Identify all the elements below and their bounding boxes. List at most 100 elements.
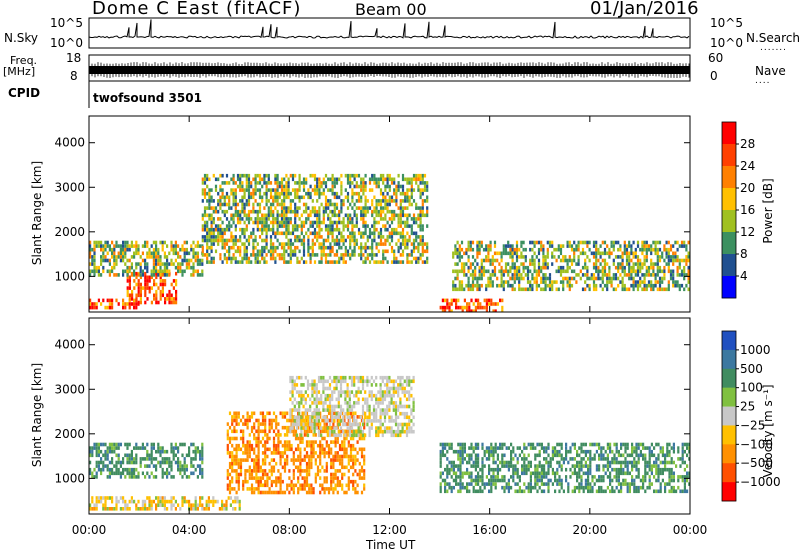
data-cell — [335, 484, 337, 488]
data-cell — [258, 430, 260, 434]
data-cell — [340, 426, 342, 430]
data-cell — [115, 259, 117, 263]
data-cell — [316, 401, 318, 405]
data-cell — [248, 214, 250, 218]
data-cell — [628, 262, 630, 266]
data-cell — [107, 270, 109, 274]
data-cell — [124, 244, 126, 248]
data-cell — [369, 232, 371, 236]
data-cell — [400, 246, 402, 250]
data-cell — [155, 457, 157, 461]
data-cell — [257, 210, 259, 214]
data-cell — [567, 244, 569, 248]
data-cell — [318, 434, 320, 438]
data-cell — [347, 178, 349, 182]
data-cell — [306, 491, 308, 495]
data-cell — [146, 283, 148, 287]
data-cell — [338, 232, 340, 236]
data-cell — [426, 250, 428, 254]
data-cell — [384, 239, 386, 243]
data-cell — [275, 419, 277, 423]
data-cell — [225, 507, 227, 511]
data-cell — [586, 284, 588, 288]
data-cell — [131, 241, 133, 245]
data-cell — [332, 221, 334, 225]
data-cell — [338, 380, 340, 384]
data-cell — [159, 266, 161, 270]
data-cell — [299, 181, 301, 185]
data-cell — [630, 252, 632, 256]
data-cell — [382, 423, 384, 427]
data-cell — [292, 376, 294, 380]
data-cell — [377, 430, 379, 434]
data-cell — [477, 457, 479, 461]
data-cell — [248, 199, 250, 203]
data-cell — [366, 380, 368, 384]
data-cell — [337, 491, 339, 495]
data-cell — [409, 181, 411, 185]
data-cell — [302, 487, 304, 491]
data-cell — [349, 398, 351, 402]
data-cell — [547, 255, 549, 259]
data-cell — [241, 217, 243, 221]
data-cell — [303, 178, 305, 182]
data-cell — [288, 228, 290, 232]
data-cell — [481, 472, 483, 476]
data-cell — [338, 419, 340, 423]
data-cell — [582, 252, 584, 256]
data-cell — [369, 419, 371, 423]
data-cell — [104, 259, 106, 263]
data-cell — [297, 458, 299, 462]
data-cell — [252, 232, 254, 236]
data-cell — [475, 468, 477, 472]
data-cell — [157, 286, 159, 290]
data-cell — [266, 412, 268, 416]
data-cell — [666, 241, 668, 245]
data-cell — [269, 469, 271, 473]
data-cell — [263, 192, 265, 196]
data-cell — [321, 253, 323, 257]
data-cell — [595, 266, 597, 270]
data-cell — [657, 248, 659, 252]
data-cell — [201, 461, 203, 465]
data-cell — [406, 246, 408, 250]
data-cell — [226, 192, 228, 196]
data-cell — [402, 232, 404, 236]
data-cell — [215, 206, 217, 210]
data-cell — [292, 408, 294, 412]
data-cell — [470, 479, 472, 483]
data-cell — [289, 376, 291, 380]
data-cell — [164, 252, 166, 256]
data-cell — [663, 259, 665, 263]
data-cell — [580, 241, 582, 245]
data-cell — [206, 239, 208, 243]
data-cell — [451, 486, 453, 490]
data-cell — [321, 444, 323, 448]
data-cell — [679, 266, 681, 270]
data-cell — [608, 255, 610, 259]
data-cell — [238, 444, 240, 448]
data-cell — [477, 475, 479, 479]
data-cell — [293, 451, 295, 455]
data-cell — [650, 273, 652, 277]
data-cell — [498, 270, 500, 274]
data-cell — [299, 448, 301, 452]
data-cell — [208, 507, 210, 511]
data-cell — [206, 503, 208, 507]
data-cell — [448, 446, 450, 450]
data-cell — [470, 241, 472, 245]
data-cell — [305, 217, 307, 221]
data-cell — [330, 458, 332, 462]
data-cell — [211, 206, 213, 210]
data-cell — [475, 443, 477, 447]
data-cell — [369, 188, 371, 192]
data-cell — [223, 503, 225, 507]
data-cell — [346, 451, 348, 455]
data-cell — [240, 462, 242, 466]
data-cell — [342, 419, 344, 423]
data-cell — [239, 214, 241, 218]
data-cell — [470, 299, 472, 303]
data-cell — [688, 277, 690, 281]
data-cell — [281, 206, 283, 210]
data-cell — [93, 443, 95, 447]
